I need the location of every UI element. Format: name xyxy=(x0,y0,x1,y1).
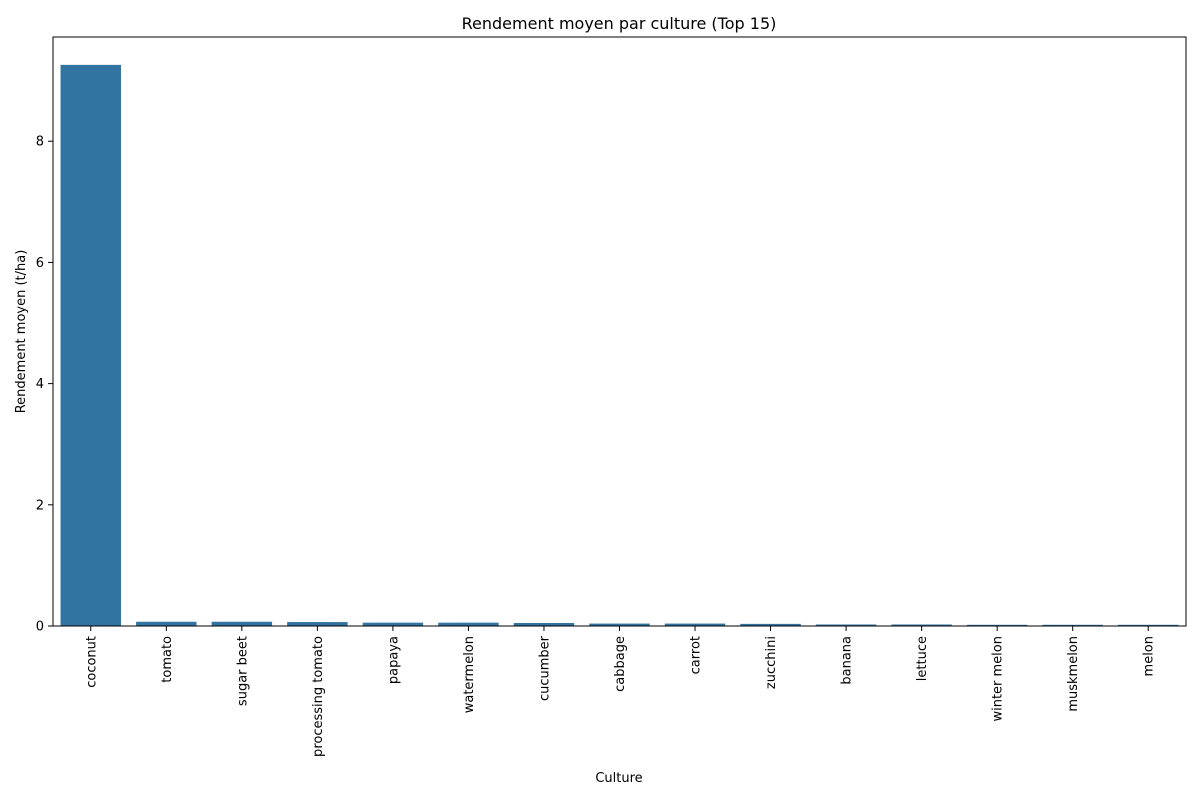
bar-coconut xyxy=(60,64,121,627)
x-tick-label: papaya xyxy=(386,636,401,684)
bar-cucumber xyxy=(513,622,575,626)
bar-muskmelon xyxy=(1042,624,1103,626)
bar-sugar-beet xyxy=(211,621,273,626)
y-axis: 0 2 4 6 8 xyxy=(36,135,53,635)
bar-banana xyxy=(815,624,877,626)
bar-zucchini xyxy=(740,623,801,626)
bar-watermelon xyxy=(438,622,499,626)
x-axis-label: Culture xyxy=(595,771,642,786)
x-tick-label: cucumber xyxy=(537,635,552,701)
y-tick-label: 2 xyxy=(36,498,44,513)
x-tick-label: sugar beet xyxy=(235,636,250,706)
x-tick-label: coconut xyxy=(84,636,99,688)
plot-frame xyxy=(52,36,1187,627)
chart-title: Rendement moyen par culture (Top 15) xyxy=(462,14,777,33)
y-axis-label: Rendement moyen (t/ha) xyxy=(14,250,29,414)
x-tick-label: processing tomato xyxy=(311,636,326,757)
bar-melon xyxy=(1118,624,1179,626)
bar-lettuce xyxy=(891,624,952,626)
y-tick-label: 8 xyxy=(36,135,44,150)
x-tick-label: watermelon xyxy=(462,636,477,713)
bar-processing-tomato xyxy=(287,622,348,626)
x-tick-label: banana xyxy=(840,636,855,685)
x-tick-label: winter melon xyxy=(991,636,1006,722)
bar-tomato xyxy=(136,621,197,626)
x-tick-label: melon xyxy=(1142,636,1157,676)
bar-carrot xyxy=(664,623,726,626)
y-tick-label: 4 xyxy=(36,377,44,392)
y-tick-label: 0 xyxy=(36,620,44,635)
x-tick-label: carrot xyxy=(689,636,704,674)
x-tick-label: tomato xyxy=(160,636,175,683)
x-tick-label: cabbage xyxy=(613,636,628,692)
bar-winter-melon xyxy=(966,624,1028,626)
x-tick-label: zucchini xyxy=(764,636,779,689)
bar-papaya xyxy=(362,622,424,626)
bar-cabbage xyxy=(589,623,650,626)
x-tick-label: muskmelon xyxy=(1066,636,1081,712)
x-axis: coconut tomato sugar beet processing tomato… xyxy=(84,626,1157,757)
y-tick-label: 6 xyxy=(36,256,44,271)
x-tick-label: lettuce xyxy=(915,636,930,681)
bars-group xyxy=(60,64,1179,627)
